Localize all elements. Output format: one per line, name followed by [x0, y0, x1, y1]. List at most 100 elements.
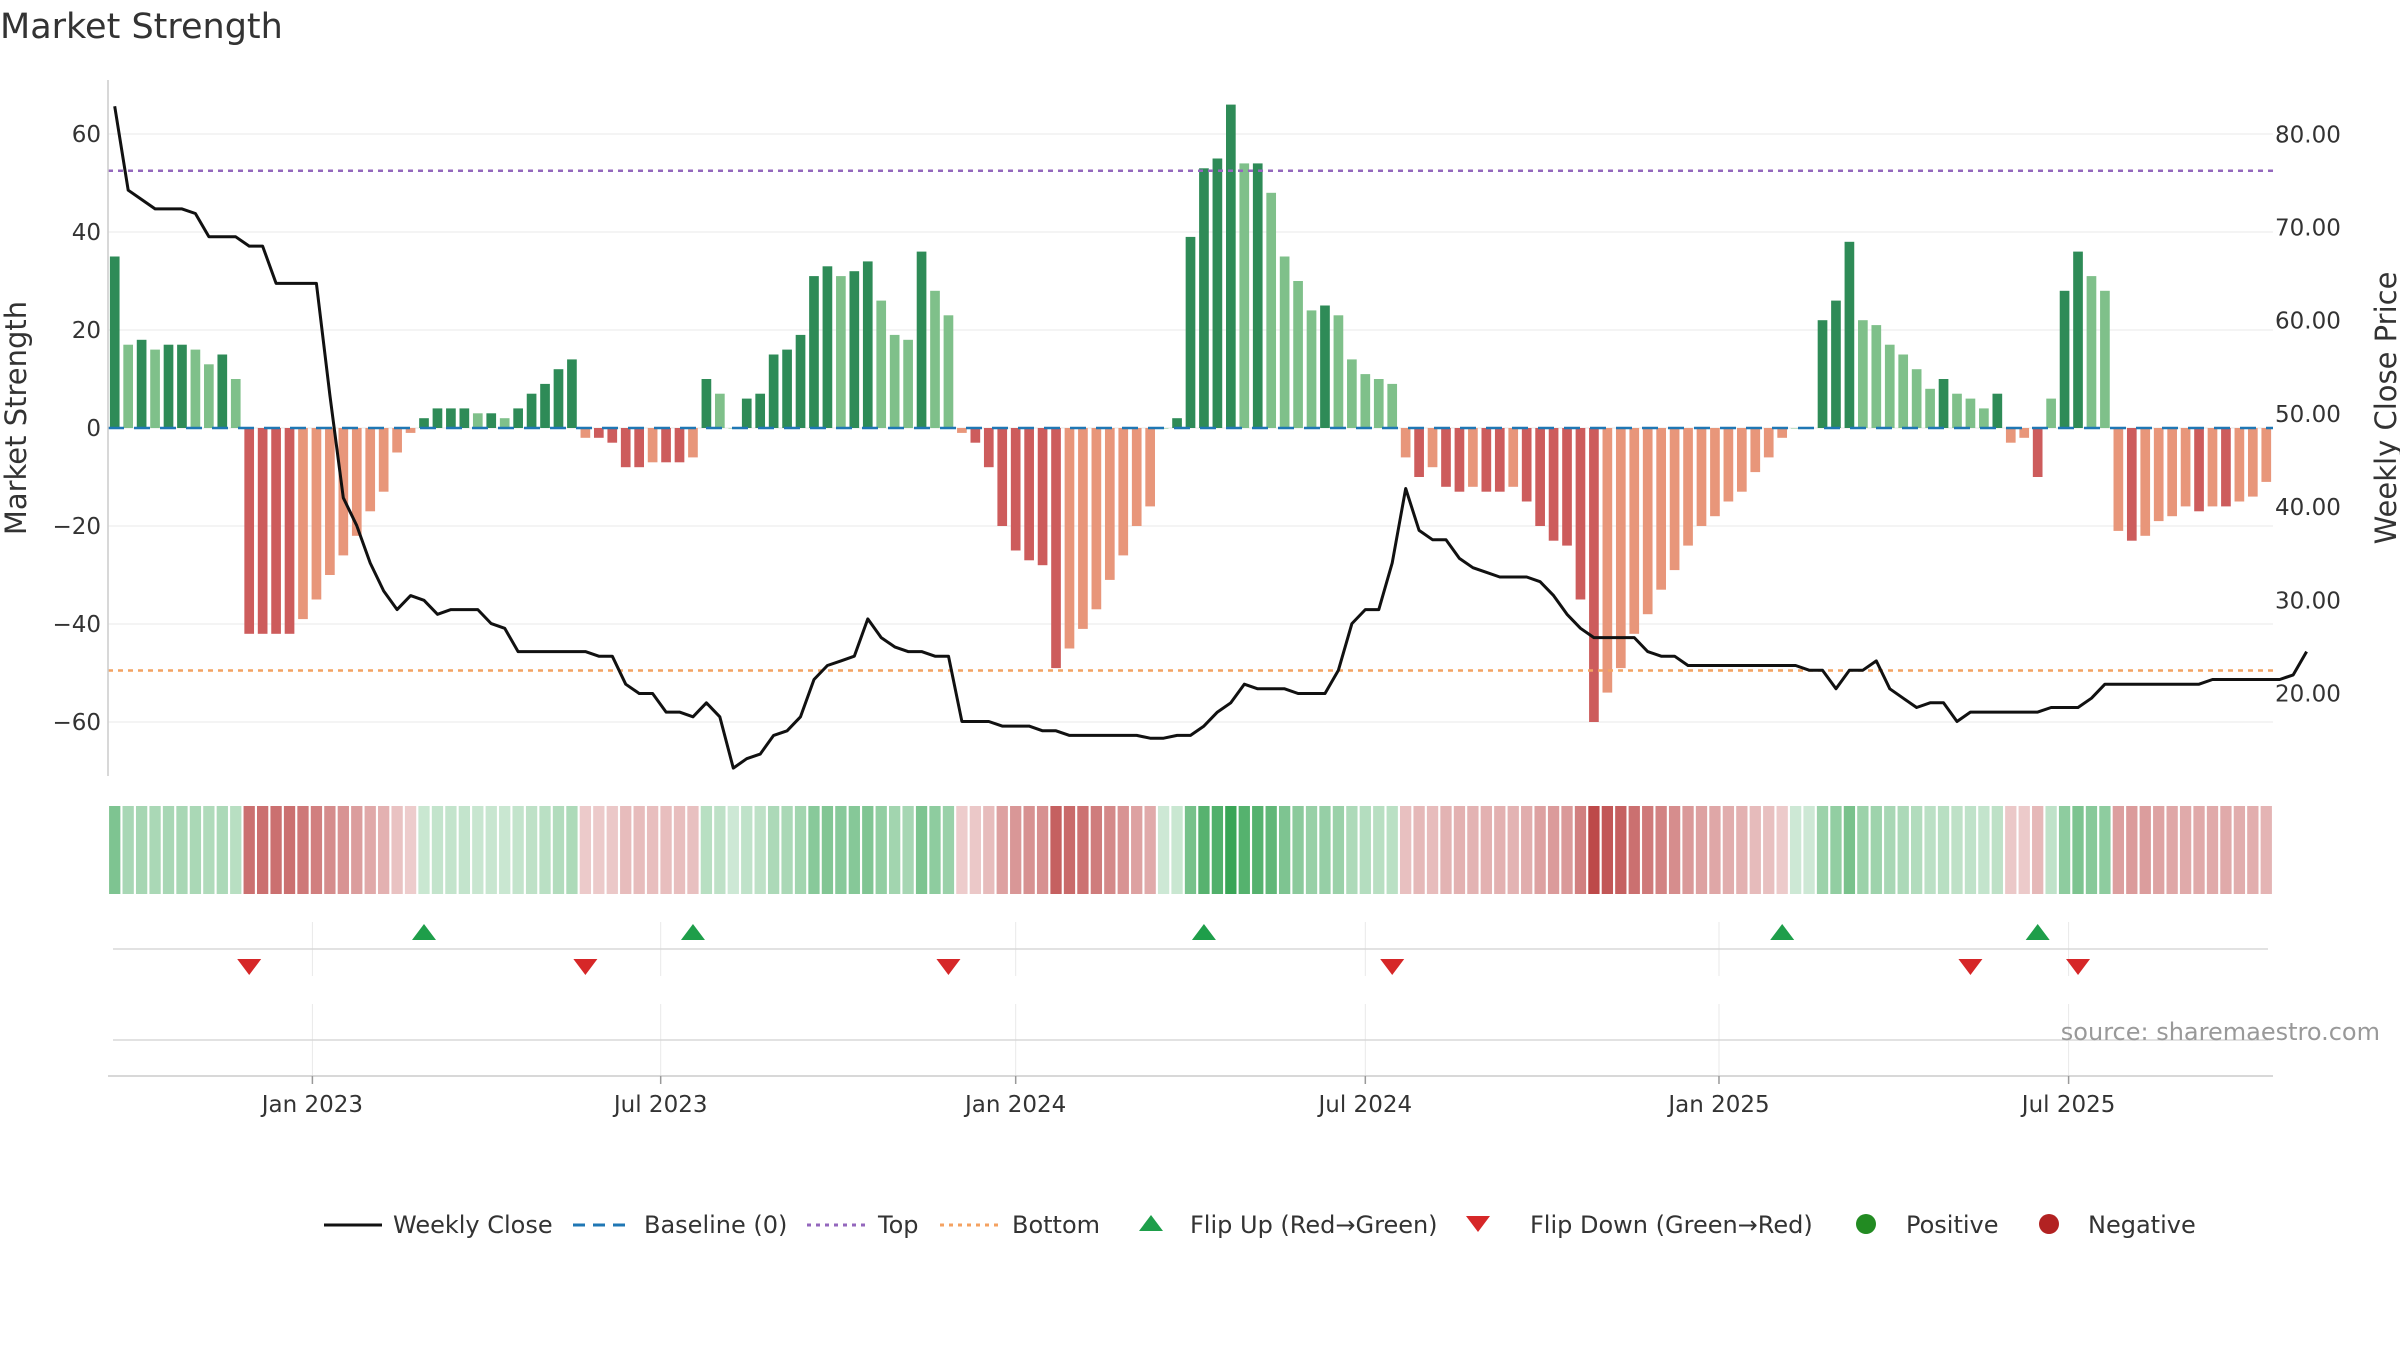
strength-bar — [809, 276, 819, 428]
strength-bars — [109, 104, 2272, 722]
strength-bar — [674, 428, 685, 463]
heat-cell — [216, 806, 228, 894]
strength-bar — [1844, 241, 1855, 428]
strength-bar — [1602, 428, 1613, 693]
heat-cell — [1682, 806, 1694, 894]
heat-cell — [1373, 806, 1385, 894]
strength-bar — [1468, 428, 1478, 487]
strength-bar — [1051, 428, 1061, 669]
strength-bar — [1642, 428, 1653, 615]
strength-bar — [1037, 428, 1048, 566]
strength-bar — [2221, 428, 2231, 507]
heat-cell — [1467, 806, 1479, 894]
right-axis-title: Weekly Close Price — [2369, 272, 2400, 545]
strength-bar — [688, 428, 698, 458]
strength-bar — [1266, 192, 1277, 428]
heat-cell — [1023, 806, 1035, 894]
strength-bar — [782, 349, 792, 428]
heat-cell — [1010, 806, 1022, 894]
heat-cell — [566, 806, 578, 894]
strength-bar — [567, 359, 577, 428]
strength-bar — [1656, 428, 1666, 590]
strength-bar — [2207, 428, 2218, 507]
strength-bar — [2032, 428, 2043, 477]
strength-bar — [1104, 428, 1115, 580]
left-tick-label: 40 — [72, 220, 101, 246]
strength-bar — [1871, 325, 1882, 428]
left-tick-label: 60 — [72, 122, 101, 148]
heat-cell — [149, 806, 161, 894]
heat-cell — [1776, 806, 1788, 894]
right-axis: 80.00 70.00 60.00 50.00 40.00 30.00 20.00 — [2275, 122, 2341, 707]
heat-cell — [2220, 806, 2232, 894]
x-tick-label: Jan 2025 — [1666, 1092, 1769, 1118]
strength-bar — [661, 428, 671, 463]
strength-bar — [1683, 428, 1693, 546]
strength-bar — [540, 383, 550, 428]
strength-bar — [271, 428, 281, 634]
strength-bar — [1347, 359, 1357, 428]
flip-down-marker — [573, 959, 598, 975]
heat-cell — [1978, 806, 1990, 894]
x-tick-label: Jul 2024 — [1317, 1092, 1413, 1118]
heat-cell — [646, 806, 659, 894]
flip-down-marker — [1380, 959, 1405, 975]
heat-cell — [297, 806, 309, 894]
strength-bar — [230, 379, 241, 428]
flip-down-marker — [237, 959, 262, 975]
strength-bar — [163, 344, 174, 428]
strength-bar — [190, 349, 201, 428]
flip-down-marker — [2066, 959, 2091, 975]
legend-top-label: Top — [877, 1211, 919, 1239]
heat-cell — [2085, 806, 2098, 894]
strength-bar — [1925, 388, 1935, 428]
source-note: source: sharemaestro.com — [2061, 1018, 2380, 1046]
heat-cell — [915, 806, 928, 894]
strength-bar — [1521, 428, 1532, 502]
x-axis: Jan 2023 Jul 2023 Jan 2024 Jul 2024 Jan 2025… — [108, 1075, 2273, 1118]
strength-bar — [2140, 428, 2151, 536]
heat-cell — [1884, 806, 1896, 894]
strength-bar — [876, 300, 887, 428]
strength-bar — [1239, 163, 1250, 428]
heat-cell — [808, 806, 820, 894]
heat-cell — [256, 806, 269, 894]
right-tick-label: 30.00 — [2275, 588, 2341, 614]
right-tick-label: 60.00 — [2275, 309, 2341, 335]
heat-cell — [404, 806, 417, 894]
heat-cell — [1534, 806, 1546, 894]
strength-bar — [136, 339, 147, 428]
strength-bar — [1979, 408, 1989, 428]
heat-cell — [673, 806, 686, 894]
heat-cell — [1494, 806, 1506, 894]
strength-bar — [2153, 428, 2164, 522]
left-tick-label: −20 — [52, 514, 101, 540]
heat-cell — [1238, 806, 1250, 894]
heat-cell — [1937, 806, 1950, 894]
strength-bar — [1884, 344, 1895, 428]
strength-bar — [513, 408, 523, 428]
heat-cell — [2260, 806, 2272, 894]
strength-bar — [1629, 428, 1640, 634]
strength-bar — [836, 276, 846, 428]
strength-bar — [1454, 428, 1465, 492]
heat-cell — [1588, 806, 1600, 894]
heat-cell — [579, 806, 592, 894]
heat-cell — [1332, 806, 1345, 894]
heat-cell — [929, 806, 941, 894]
strength-bar — [1414, 428, 1424, 477]
left-axis: 60 40 20 0 −20 −40 −60 — [52, 80, 109, 776]
strength-bar — [957, 428, 967, 433]
heat-cell — [364, 806, 376, 894]
strength-bar — [1562, 428, 1572, 546]
heat-cell — [1400, 806, 1412, 894]
strength-bar — [553, 369, 564, 428]
strength-bar — [298, 428, 308, 620]
heat-cell — [122, 806, 134, 894]
heat-cell — [1547, 806, 1560, 894]
x-tick-label: Jul 2025 — [2020, 1092, 2116, 1118]
heat-cell — [821, 806, 834, 894]
strength-bar — [405, 428, 416, 433]
heat-cell — [1628, 806, 1640, 894]
